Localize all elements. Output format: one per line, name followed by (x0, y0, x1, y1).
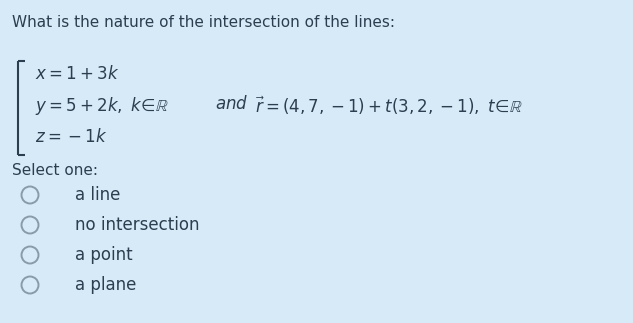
Text: Select one:: Select one: (12, 163, 98, 178)
Text: $x=1+3k$: $x=1+3k$ (35, 65, 120, 83)
Text: $\vec{r}=(4,7,-1)+t(3,2,-1),\ t\!\in\!\mathbb{R}$: $\vec{r}=(4,7,-1)+t(3,2,-1),\ t\!\in\!\m… (255, 95, 523, 118)
Text: What is the nature of the intersection of the lines:: What is the nature of the intersection o… (12, 15, 395, 30)
Text: $z=-1k$: $z=-1k$ (35, 128, 108, 146)
Text: a line: a line (75, 186, 120, 204)
Text: a plane: a plane (75, 276, 136, 294)
Text: no intersection: no intersection (75, 216, 199, 234)
Text: $\mathit{and}$: $\mathit{and}$ (215, 95, 248, 113)
Text: $y=5+2k$$,\ k\!\in\!\mathbb{R}$: $y=5+2k$$,\ k\!\in\!\mathbb{R}$ (35, 95, 170, 117)
Text: a point: a point (75, 246, 133, 264)
